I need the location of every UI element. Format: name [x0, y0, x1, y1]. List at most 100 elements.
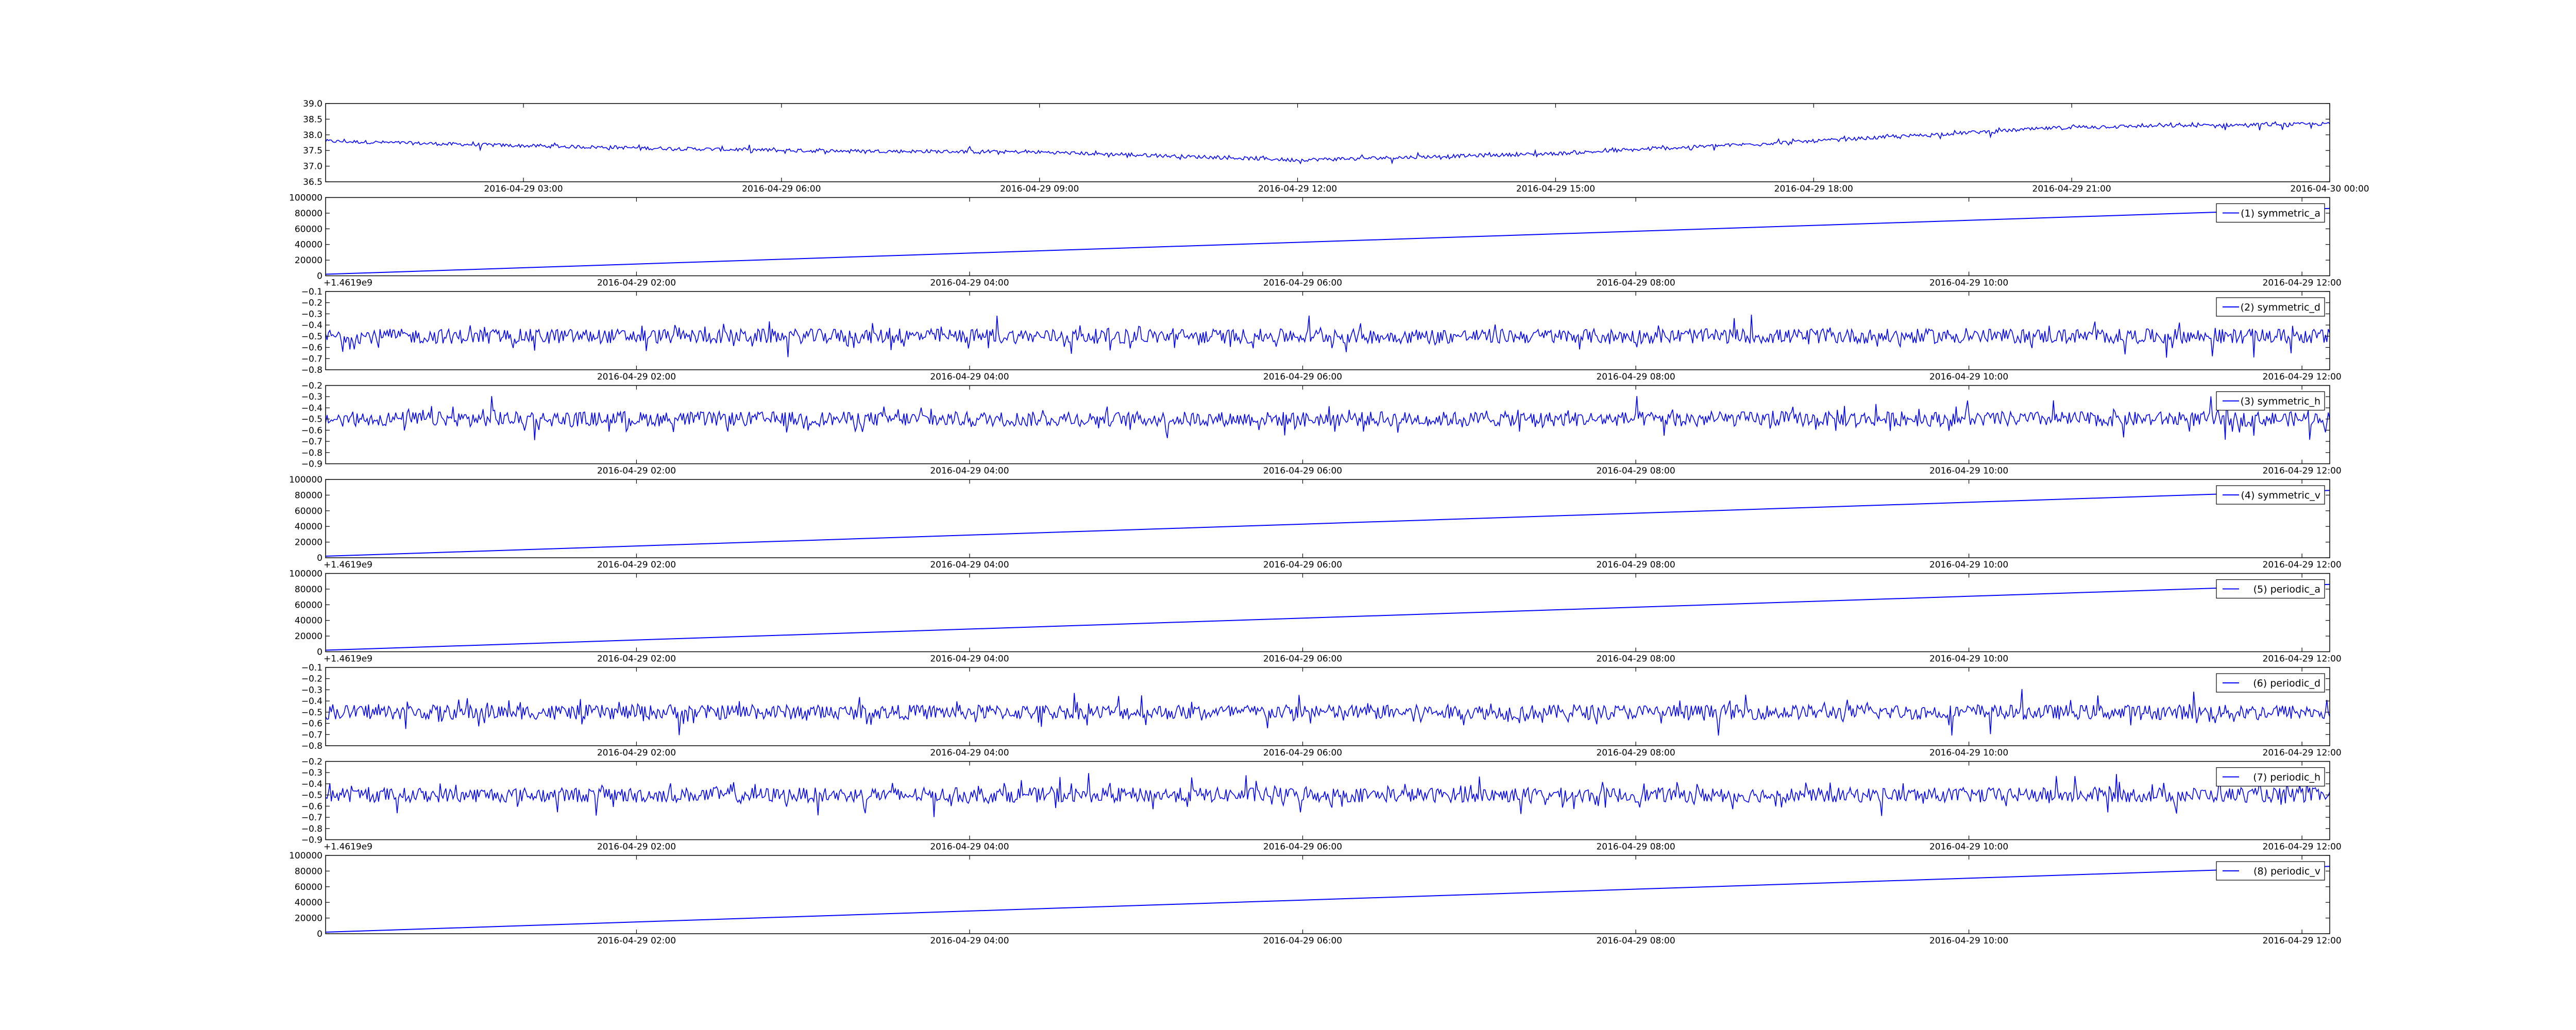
legend: (2) symmetric_d — [2216, 297, 2325, 317]
y-tick-label: −0.6 — [301, 801, 323, 812]
y-tick-label: −0.4 — [301, 320, 323, 331]
x-tick-label: 2016-04-29 03:00 — [484, 184, 563, 194]
y-tick-label: −0.9 — [301, 459, 323, 470]
series-line-5-1 — [326, 490, 2330, 557]
y-tick-label: −0.6 — [301, 425, 323, 436]
series-line-7-1 — [326, 689, 2330, 736]
legend-label: (1) symmetric_a — [2241, 208, 2320, 219]
subplot-9: 0 20000 40000 60000 80000 100000 2016-04-29 02… — [289, 851, 2342, 946]
y-tick-label: −0.1 — [301, 663, 323, 673]
x-tick-label: 2016-04-29 04:00 — [930, 278, 1009, 288]
y-tick-label: 37.0 — [303, 162, 323, 172]
x-tick-label: 2016-04-29 02:00 — [597, 748, 676, 758]
offset-text: +1.4619e9 — [324, 560, 372, 570]
legend-label: (8) periodic_v — [2253, 866, 2320, 877]
x-tick-label: 2016-04-29 04:00 — [930, 748, 1009, 758]
y-tick-label: −0.5 — [301, 791, 323, 801]
x-tick-label: 2016-04-29 12:00 — [2263, 842, 2342, 852]
axes-frame — [325, 855, 2330, 934]
x-tick-label: 2016-04-29 02:00 — [597, 372, 676, 382]
x-tick-label: 2016-04-29 10:00 — [1929, 560, 2008, 570]
y-tick-label: 40000 — [295, 240, 323, 250]
x-tick-label: 2016-04-29 08:00 — [1596, 654, 1675, 664]
x-tick-label: 2016-04-29 02:00 — [597, 842, 676, 852]
y-tick-label: 37.5 — [303, 146, 323, 156]
series-line-9-1 — [326, 866, 2330, 933]
y-tick-label: 40000 — [295, 898, 323, 908]
x-tick-label: 2016-04-29 10:00 — [1929, 842, 2008, 852]
axes-frame — [325, 385, 2330, 465]
x-tick-label: 2016-04-29 18:00 — [1774, 184, 1853, 194]
x-tick-label: 2016-04-29 06:00 — [1263, 842, 1342, 852]
legend: (1) symmetric_a — [2216, 203, 2325, 223]
x-tick-label: 2016-04-29 15:00 — [1516, 184, 1595, 194]
subplot-3: −0.8−0.7−0.6−0.5−0.4−0.3−0.2−0.1 2016-04-… — [301, 287, 2342, 382]
offset-text: +1.4619e9 — [324, 842, 372, 852]
y-tick-label: −0.4 — [301, 696, 323, 707]
y-tick-label: 60000 — [295, 224, 323, 234]
axes-frame — [325, 761, 2330, 840]
x-tick-label: 2016-04-29 08:00 — [1596, 748, 1675, 758]
y-tick-label: −0.5 — [301, 332, 323, 342]
offset-text: +1.4619e9 — [324, 654, 372, 664]
x-tick-label: 2016-04-29 02:00 — [597, 466, 676, 476]
subplot-1: 36.5 37.0 37.5 38.0 38.5 39.0 2016-04-29 03:00… — [303, 99, 2369, 194]
y-tick-label: −0.7 — [301, 437, 323, 447]
x-tick-label: 2016-04-29 10:00 — [1929, 748, 2008, 758]
x-tick-label: 2016-04-29 06:00 — [1263, 278, 1342, 288]
x-tick-label: 2016-04-29 12:00 — [2263, 560, 2342, 570]
y-tick-label: 80000 — [295, 490, 323, 501]
x-tick-label: 2016-04-30 00:00 — [2290, 184, 2369, 194]
x-tick-label: 2016-04-29 04:00 — [930, 560, 1009, 570]
y-tick-label: 60000 — [295, 882, 323, 892]
series-line-6-1 — [326, 583, 2330, 651]
y-tick-label: −0.8 — [301, 741, 323, 751]
legend: (5) periodic_a — [2216, 579, 2325, 599]
y-tick-label: 36.5 — [303, 177, 323, 187]
x-tick-label: 2016-04-29 08:00 — [1596, 842, 1675, 852]
x-tick-label: 2016-04-29 06:00 — [742, 184, 821, 194]
y-tick-label: −0.3 — [301, 685, 323, 695]
y-tick-label: −0.3 — [301, 309, 323, 319]
legend-label: (2) symmetric_d — [2241, 302, 2320, 313]
x-tick-label: 2016-04-29 09:00 — [1000, 184, 1079, 194]
y-tick-label: −0.1 — [301, 287, 323, 297]
subplot-5: 0 20000 40000 60000 80000 100000 2016-04-29 02… — [289, 475, 2342, 570]
y-tick-label: −0.7 — [301, 813, 323, 823]
y-tick-label: −0.4 — [301, 403, 323, 414]
legend: (7) periodic_h — [2216, 767, 2325, 787]
x-tick-label: 2016-04-29 02:00 — [597, 560, 676, 570]
legend-label: (3) symmetric_h — [2241, 396, 2320, 407]
y-tick-label: 80000 — [295, 209, 323, 219]
y-tick-label: −0.5 — [301, 415, 323, 425]
x-tick-label: 2016-04-29 04:00 — [930, 842, 1009, 852]
x-tick-label: 2016-04-29 08:00 — [1596, 466, 1675, 476]
y-tick-label: −0.2 — [301, 298, 323, 308]
y-tick-label: 0 — [317, 553, 323, 563]
y-tick-label: −0.8 — [301, 448, 323, 458]
y-tick-label: 100000 — [289, 569, 323, 579]
y-tick-label: 60000 — [295, 600, 323, 610]
x-tick-label: 2016-04-29 08:00 — [1596, 936, 1675, 946]
legend-label: (4) symmetric_v — [2241, 490, 2320, 501]
subplot-6: 0 20000 40000 60000 80000 100000 2016-04-29 02… — [289, 569, 2342, 664]
x-tick-label: 2016-04-29 12:00 — [2263, 278, 2342, 288]
x-tick-label: 2016-04-29 08:00 — [1596, 278, 1675, 288]
y-tick-label: 100000 — [289, 193, 323, 203]
axes-frame — [325, 667, 2330, 746]
x-tick-label: 2016-04-29 12:00 — [2263, 466, 2342, 476]
x-tick-label: 2016-04-29 02:00 — [597, 654, 676, 664]
y-tick-label: 100000 — [289, 475, 323, 485]
legend: (3) symmetric_h — [2216, 391, 2325, 411]
series-line-2-1 — [326, 208, 2330, 275]
y-tick-label: −0.7 — [301, 730, 323, 740]
legend-label: (5) periodic_a — [2253, 584, 2320, 595]
y-tick-label: 38.5 — [303, 114, 323, 125]
y-tick-label: −0.3 — [301, 768, 323, 778]
series-line-1-1 — [326, 121, 2330, 165]
x-tick-label: 2016-04-29 04:00 — [930, 372, 1009, 382]
subplot-7: −0.8−0.7−0.6−0.5−0.4−0.3−0.2−0.1 2016-04-… — [301, 663, 2342, 758]
legend-label: (6) periodic_d — [2253, 678, 2320, 689]
y-tick-label: 0 — [317, 647, 323, 658]
